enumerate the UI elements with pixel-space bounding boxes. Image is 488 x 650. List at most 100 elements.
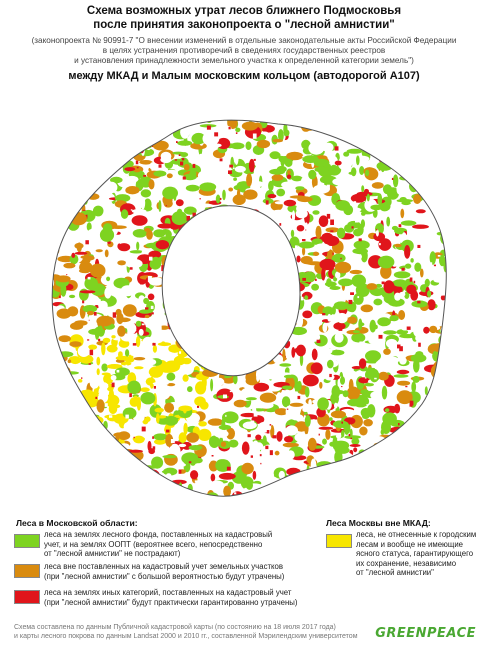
forest-patch [168, 251, 175, 257]
forest-patch [88, 126, 104, 132]
forest-patch [432, 120, 439, 132]
forest-patch [340, 120, 349, 126]
forest-speck [462, 189, 464, 191]
forest-patch [198, 303, 204, 313]
forest-patch [456, 411, 469, 414]
forest-patch [52, 265, 66, 273]
forest-patch [195, 381, 207, 395]
forest-patch [328, 84, 344, 96]
forest-speck [432, 451, 435, 455]
forest-patch [254, 349, 260, 353]
forest-patch [328, 105, 338, 112]
forest-patch [454, 341, 462, 354]
forest-speck [129, 393, 132, 398]
forest-patch [396, 183, 402, 195]
forest-patch [241, 266, 258, 275]
forest-patch [194, 493, 200, 497]
forest-speck [46, 87, 50, 92]
forest-patch [226, 365, 236, 371]
forest-patch [30, 368, 39, 380]
forest-speck [467, 257, 471, 261]
forest-patch [295, 209, 308, 219]
forest-patch [302, 310, 313, 319]
forest-patch [25, 139, 29, 143]
forest-patch [19, 325, 25, 329]
forest-speck [150, 305, 154, 309]
forest-patch [278, 488, 293, 496]
forest-patch [188, 85, 197, 93]
forest-patch [377, 255, 395, 269]
forest-patch [335, 434, 342, 439]
forest-patch [52, 235, 55, 244]
forest-speck [136, 166, 139, 169]
forest-speck [225, 414, 227, 417]
forest-patch [447, 311, 457, 316]
forest-patch [154, 479, 165, 494]
forest-patch [197, 92, 207, 101]
forest-patch [310, 472, 319, 477]
forest-patch [46, 101, 54, 106]
forest-patch [208, 266, 225, 274]
forest-patch [148, 277, 164, 286]
forest-speck [110, 269, 114, 272]
forest-patch [321, 267, 326, 281]
forest-patch [87, 149, 102, 154]
forest-patch [410, 258, 414, 263]
forest-patch [102, 106, 111, 110]
forest-patch [422, 84, 426, 95]
forest-patch [245, 371, 257, 383]
forest-patch [165, 108, 179, 120]
forest-patch [338, 88, 349, 92]
forest-patch [186, 460, 198, 465]
forest-patch [461, 453, 476, 463]
forest-patch [409, 121, 420, 129]
forest-patch [43, 213, 47, 227]
forest-patch [63, 120, 76, 125]
forest-patch [182, 261, 188, 269]
forest-patch [401, 445, 408, 458]
forest-patch [128, 477, 141, 481]
forest-patch [30, 378, 35, 392]
forest-speck [250, 260, 254, 265]
forest-patch [344, 435, 361, 439]
forest-patch [294, 120, 309, 127]
forest-speck [155, 90, 158, 93]
forest-speck [174, 298, 178, 302]
forest-patch [445, 94, 454, 97]
forest-patch [366, 283, 378, 290]
forest-patch [460, 491, 465, 503]
forest-patch [192, 284, 202, 297]
legend-red-swatch [14, 590, 40, 604]
forest-patch [183, 305, 198, 315]
forest-patch [138, 328, 144, 336]
forest-speck [364, 377, 367, 379]
forest-patch [105, 113, 115, 117]
forest-patch [31, 219, 37, 224]
forest-speck [440, 142, 443, 144]
forest-patch [249, 353, 261, 361]
forest-patch [114, 367, 130, 377]
forest-speck [397, 344, 401, 349]
forest-patch [467, 418, 473, 432]
forest-speck [341, 421, 343, 424]
forest-speck [344, 503, 346, 504]
legend-orange-line1: леса вне поставленных на кадастровый уче… [44, 562, 284, 571]
forest-patch [10, 281, 13, 292]
forest-patch [319, 494, 326, 497]
forest-patch [91, 172, 97, 180]
forest-patch [13, 485, 29, 494]
forest-patch [213, 313, 226, 318]
forest-patch [252, 225, 265, 230]
forest-patch [364, 382, 374, 387]
forest-patch [240, 110, 256, 115]
forest-speck [176, 141, 178, 143]
forest-patch [311, 283, 319, 291]
forest-patch [261, 84, 268, 97]
forest-patch [78, 379, 83, 383]
forest-patch [437, 362, 444, 373]
forest-patch [31, 411, 41, 415]
forest-patch [233, 177, 238, 181]
forest-patch [123, 420, 140, 433]
forest-patch [255, 369, 260, 382]
forest-patch [39, 211, 47, 219]
